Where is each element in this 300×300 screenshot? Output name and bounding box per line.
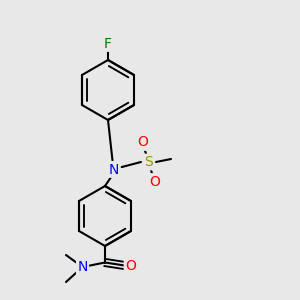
Text: O: O (137, 136, 148, 149)
Text: N: N (109, 163, 119, 176)
Text: S: S (144, 155, 153, 169)
Text: O: O (149, 175, 160, 188)
Text: N: N (77, 260, 88, 274)
Text: F: F (104, 37, 112, 50)
Text: O: O (125, 259, 136, 272)
